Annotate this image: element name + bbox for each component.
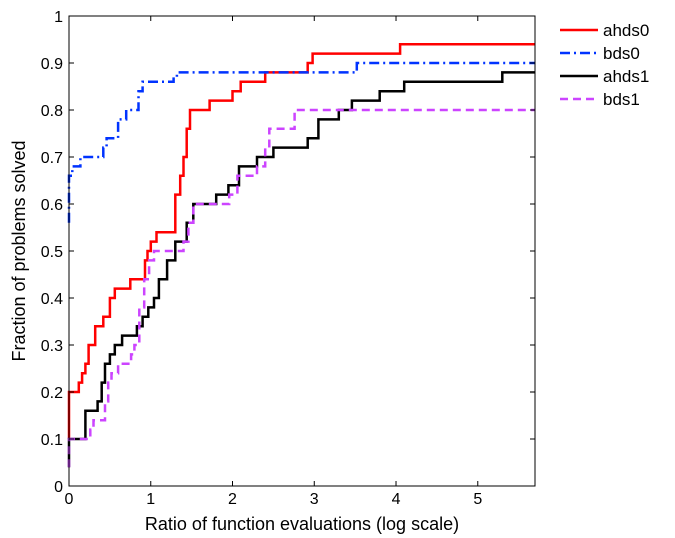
x-tick-label: 2 [228,491,237,508]
y-tick-label: 0.8 [41,103,63,120]
x-axis-title: Ratio of function evaluations (log scale… [145,514,459,534]
legend-label: ahds0 [603,21,649,40]
y-tick-label: 0.2 [41,385,63,402]
legend: ahds0 bds0 ahds1 bds1 [560,21,649,109]
legend-label: ahds1 [603,67,649,86]
x-tick-label: 5 [473,491,482,508]
plot-area [69,16,535,486]
series-line-ahds0 [67,42,535,439]
series-line-bds0 [67,61,535,223]
x-tick-label: 1 [146,491,155,508]
legend-label: bds0 [603,44,640,63]
y-tick-label: 0.9 [41,56,63,73]
x-tick-label: 3 [310,491,319,508]
series-layer [67,42,535,468]
series-line-ahds1 [67,71,535,468]
y-tick-label: 0.1 [41,432,63,449]
legend-label: bds1 [603,90,640,109]
y-tick-label: 1 [54,9,63,26]
y-tick-label: 0.5 [41,244,63,261]
tick-layer: 0 1 2 3 4 5 0 0.1 0.2 0.3 0.4 0.5 0.6 0.7 0.8 0.9 1 [41,9,535,508]
y-tick-label: 0 [54,479,63,496]
y-tick-label: 0.4 [41,291,63,308]
x-tick-label: 4 [392,491,401,508]
y-axis-title: Fraction of problems solved [9,140,29,361]
y-tick-label: 0.7 [41,150,63,167]
x-tick-label: 0 [65,491,74,508]
y-tick-label: 0.6 [41,197,63,214]
series-line-bds1 [67,108,535,468]
y-tick-label: 0.3 [41,338,63,355]
